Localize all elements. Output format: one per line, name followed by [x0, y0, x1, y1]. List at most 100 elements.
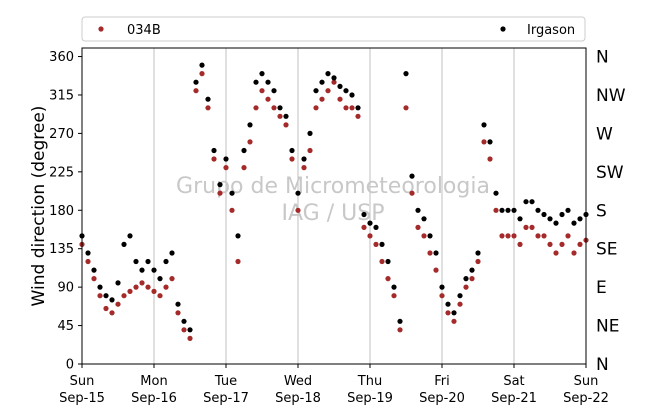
data-point — [193, 88, 199, 94]
data-point — [493, 190, 499, 196]
data-point — [211, 147, 217, 154]
plot-area — [81, 47, 587, 365]
y-tick-label: 180 — [49, 204, 74, 219]
data-point — [247, 122, 253, 128]
data-point — [559, 241, 565, 247]
data-point — [139, 267, 145, 273]
data-point — [217, 182, 223, 188]
data-point — [523, 199, 529, 205]
data-point — [535, 207, 541, 213]
data-point — [373, 241, 379, 247]
data-point — [571, 250, 577, 256]
data-point — [115, 280, 121, 286]
compass-label: E — [596, 278, 607, 298]
data-point — [511, 233, 517, 239]
data-point — [301, 156, 307, 162]
data-point — [259, 71, 265, 77]
data-point — [85, 250, 91, 256]
data-point — [319, 79, 325, 85]
data-point — [223, 165, 229, 171]
compass-label: NE — [596, 317, 619, 337]
data-point — [259, 88, 265, 94]
data-point — [385, 276, 391, 282]
data-points — [79, 62, 589, 341]
data-point — [133, 258, 139, 265]
data-point — [367, 220, 373, 226]
data-point — [253, 79, 259, 85]
data-point — [91, 276, 97, 282]
data-point — [187, 327, 193, 333]
data-point — [271, 88, 277, 94]
series-034b — [79, 71, 589, 341]
data-point — [349, 92, 355, 98]
data-point — [541, 233, 547, 239]
data-point — [109, 310, 115, 316]
legend-label-irgason: Irgason — [527, 23, 575, 38]
data-point — [547, 216, 553, 222]
compass-label: SW — [596, 163, 624, 183]
data-point — [343, 88, 349, 94]
data-point — [481, 139, 487, 145]
data-point — [451, 310, 457, 316]
x-tick-label-day: Tue — [214, 374, 237, 389]
x-tick-label-day: Thu — [357, 374, 382, 389]
data-point — [277, 105, 283, 111]
compass-label: W — [596, 124, 613, 144]
data-point — [127, 233, 133, 239]
data-point — [451, 318, 457, 324]
data-point — [103, 293, 109, 299]
x-tick-label-date: Sep-22 — [563, 391, 609, 406]
data-point — [121, 293, 127, 299]
data-point — [265, 96, 271, 102]
x-tick-label-day: Sun — [70, 374, 95, 389]
data-point — [163, 258, 169, 265]
data-point — [97, 284, 103, 290]
watermark-line-2: IAG / USP — [282, 201, 385, 226]
y-tick-label: 360 — [49, 50, 74, 65]
x-tick-label-day: Sat — [503, 374, 524, 389]
data-point — [271, 105, 277, 111]
data-point — [487, 139, 493, 145]
data-point — [205, 96, 211, 102]
x-tick-label-date: Sep-19 — [347, 391, 393, 406]
data-point — [457, 301, 463, 307]
data-point — [433, 267, 439, 273]
y-tick-label: 90 — [57, 281, 74, 296]
x-tick-label-date: Sep-21 — [491, 391, 537, 406]
compass-label: N — [596, 48, 609, 68]
data-point — [319, 96, 325, 102]
data-point — [91, 267, 97, 273]
data-point — [445, 310, 451, 316]
data-point — [355, 105, 361, 111]
x-tick-label-day: Sun — [574, 374, 599, 389]
data-point — [409, 173, 415, 179]
data-point — [541, 211, 547, 218]
data-point — [463, 276, 469, 282]
data-point — [577, 241, 583, 247]
data-point — [469, 276, 475, 282]
legend-box — [81, 16, 586, 42]
data-point — [427, 233, 433, 239]
data-point — [397, 327, 403, 333]
x-tick-label-date: Sep-17 — [203, 391, 249, 406]
data-point — [439, 293, 445, 299]
data-point — [499, 207, 505, 213]
data-point — [277, 113, 283, 119]
y-tick-label: 225 — [49, 165, 74, 180]
data-point — [469, 267, 475, 273]
data-point — [391, 284, 397, 290]
data-point — [565, 233, 571, 239]
data-point — [205, 105, 211, 111]
data-point — [169, 250, 175, 256]
data-point — [331, 79, 337, 85]
watermark-line-1: Grupo de Micrometeorologia — [176, 174, 490, 199]
data-point — [229, 207, 235, 213]
data-point — [475, 250, 481, 256]
data-point — [115, 301, 121, 307]
data-point — [265, 79, 271, 85]
compass-axis: N NE E SE S SW W NW N — [596, 48, 626, 375]
data-point — [343, 105, 349, 111]
data-point — [151, 288, 157, 294]
data-point — [295, 190, 301, 196]
